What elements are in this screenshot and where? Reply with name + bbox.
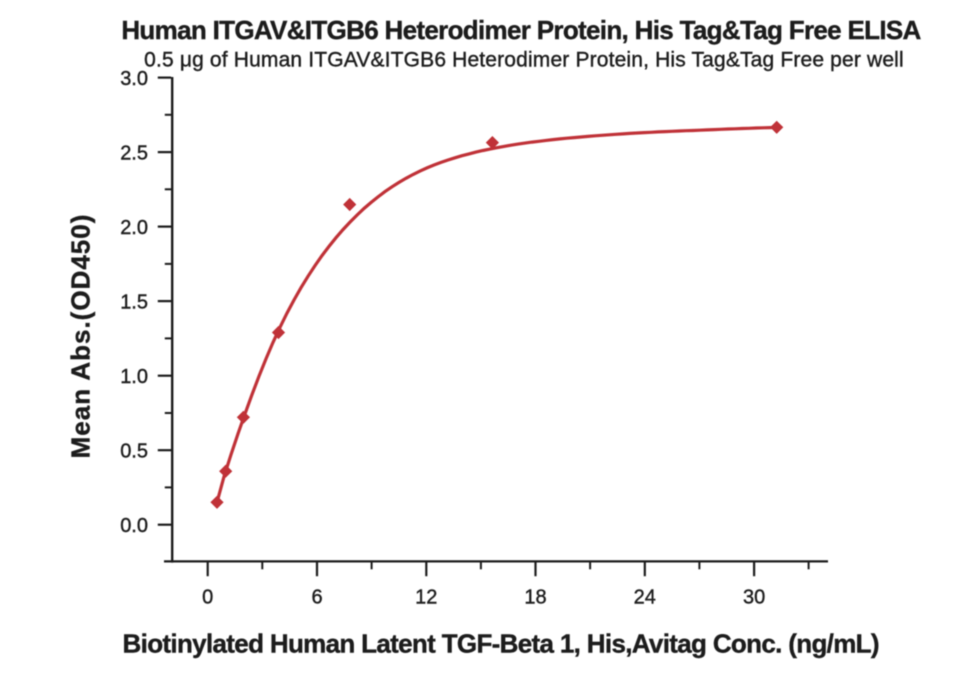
svg-text:Human ITGAV&ITGB6 Heterodimer: Human ITGAV&ITGB6 Heterodimer Protein, H… xyxy=(121,15,921,45)
svg-text:18: 18 xyxy=(524,587,546,609)
svg-text:Mean Abs.(OD450): Mean Abs.(OD450) xyxy=(66,214,96,459)
svg-text:1.5: 1.5 xyxy=(120,291,148,313)
svg-text:30: 30 xyxy=(743,587,765,609)
svg-text:1.0: 1.0 xyxy=(120,366,148,388)
svg-text:6: 6 xyxy=(311,587,322,609)
svg-text:2.5: 2.5 xyxy=(120,142,148,164)
svg-text:3.0: 3.0 xyxy=(120,68,148,90)
svg-text:0.0: 0.0 xyxy=(120,515,148,537)
svg-text:0.5: 0.5 xyxy=(120,440,148,462)
svg-text:24: 24 xyxy=(634,587,656,609)
svg-text:2.0: 2.0 xyxy=(120,217,148,239)
svg-text:Biotinylated Human Latent TGF-: Biotinylated Human Latent TGF-Beta 1, Hi… xyxy=(123,629,879,659)
svg-text:12: 12 xyxy=(415,587,437,609)
svg-text:0: 0 xyxy=(202,587,213,609)
svg-text:0.5 μg of Human ITGAV&ITGB6 He: 0.5 μg of Human ITGAV&ITGB6 Heterodimer … xyxy=(144,49,904,72)
